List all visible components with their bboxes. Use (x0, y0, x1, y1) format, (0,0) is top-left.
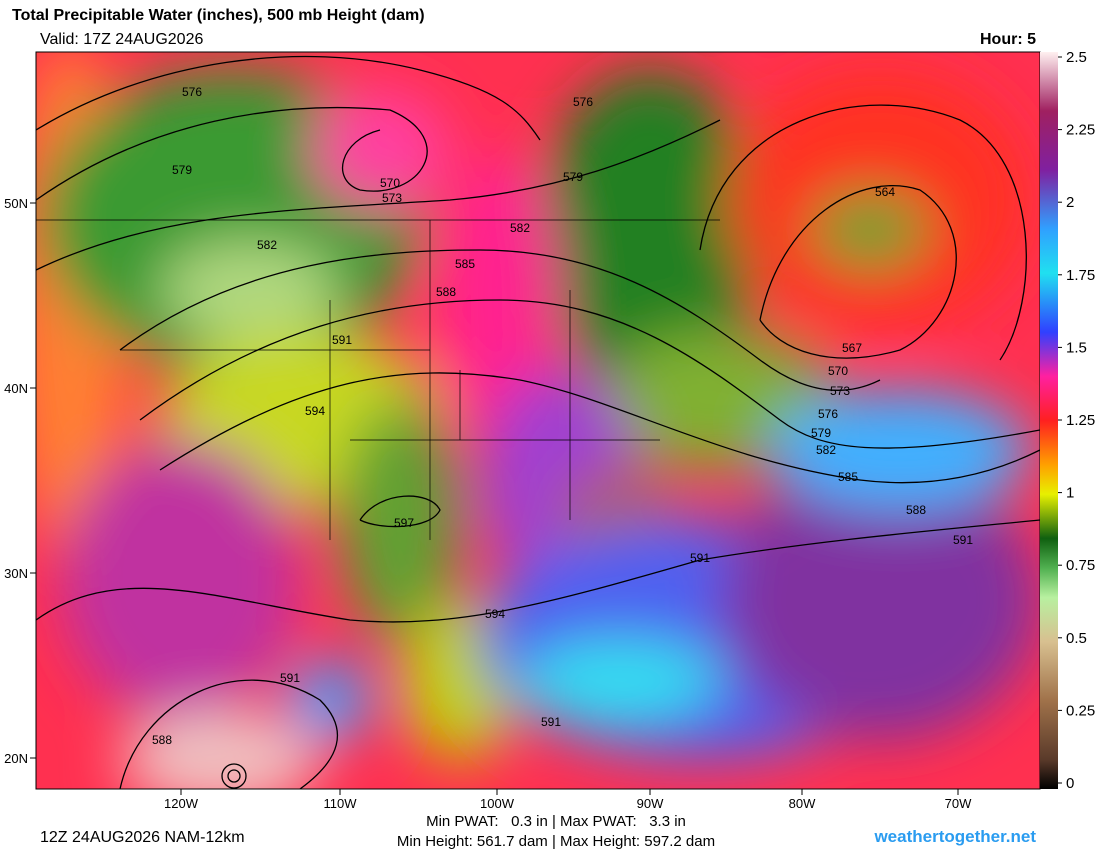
model-run: 12Z 24AUG2026 NAM-12km (40, 829, 245, 846)
forecast-hour: Hour: 5 (980, 31, 1036, 48)
contour-label: 585 (455, 257, 475, 271)
contour-label: 564 (875, 185, 895, 199)
contour-label: 576 (818, 407, 838, 421)
contour-label: 579 (172, 163, 192, 177)
contour-label: 585 (838, 470, 858, 484)
contour-label: 570 (380, 176, 400, 190)
lat-label: 40N (4, 381, 28, 396)
contour-label: 594 (485, 607, 505, 621)
lon-label: 100W (480, 796, 515, 811)
lat-label: 20N (4, 751, 28, 766)
contour-label: 582 (257, 238, 277, 252)
contour-label: 588 (436, 285, 456, 299)
site-credit[interactable]: weathertogether.net (873, 827, 1036, 846)
contour-label: 588 (906, 503, 926, 517)
contour-label: 567 (842, 341, 862, 355)
map-field (36, 52, 1040, 789)
colorbar-tick-label: 0 (1066, 775, 1074, 792)
colorbar-tick-label: 2.5 (1066, 49, 1087, 66)
contour-label: 573 (830, 384, 850, 398)
colorbar-tick-label: 0.25 (1066, 702, 1095, 719)
colorbar-tick-label: 0.75 (1066, 557, 1095, 574)
contour-label: 591 (953, 533, 973, 547)
lon-label: 90W (637, 796, 664, 811)
contour-label: 576 (182, 85, 202, 99)
contour-label: 591 (541, 715, 561, 729)
contour-label: 591 (690, 551, 710, 565)
colorbar-tick-label: 1 (1066, 485, 1074, 502)
contour-label: 579 (811, 426, 831, 440)
contour-label: 582 (510, 221, 530, 235)
contour-label: 588 (152, 733, 172, 747)
height-range: Min Height: 561.7 dam | Max Height: 597.… (397, 833, 715, 850)
lon-label: 70W (945, 796, 972, 811)
contour-label: 576 (573, 95, 593, 109)
lon-label: 120W (164, 796, 199, 811)
colorbar-tick-label: 0.5 (1066, 630, 1087, 647)
contour-label: 591 (332, 333, 352, 347)
colorbar-tick-label: 2 (1066, 194, 1074, 211)
contour-label: 573 (382, 191, 402, 205)
lat-label: 50N (4, 196, 28, 211)
contour-label: 594 (305, 404, 325, 418)
lat-label: 30N (4, 566, 28, 581)
colorbar-tick-label: 1.75 (1066, 267, 1095, 284)
colorbar-tick-label: 2.25 (1066, 122, 1095, 139)
title: Total Precipitable Water (inches), 500 m… (12, 7, 425, 24)
contour-label: 591 (280, 671, 300, 685)
contour-label: 570 (828, 364, 848, 378)
colorbar-tick-label: 1.25 (1066, 412, 1095, 429)
contour-label: 597 (394, 516, 414, 530)
valid-time: Valid: 17Z 24AUG2026 (40, 31, 203, 48)
colorbar (1040, 52, 1058, 789)
pwat-range: Min PWAT: 0.3 in | Max PWAT: 3.3 in (426, 813, 686, 830)
lon-label: 110W (324, 796, 358, 811)
contour-label: 582 (816, 443, 836, 457)
contour-label: 579 (563, 170, 583, 184)
colorbar-tick-label: 1.5 (1066, 339, 1087, 356)
lon-label: 80W (789, 796, 816, 811)
